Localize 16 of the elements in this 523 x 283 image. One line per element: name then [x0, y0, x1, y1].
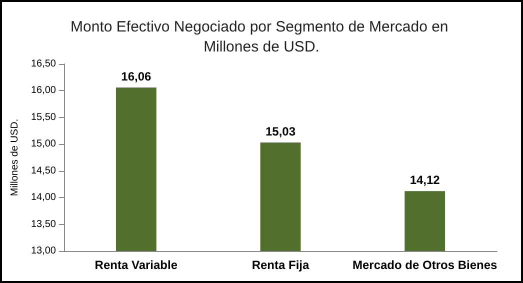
y-tick-label: 14,50 [30, 165, 56, 176]
data-label: 14,12 [410, 173, 440, 188]
y-tick-label: 16,00 [30, 85, 56, 96]
y-tick-label: 15,50 [30, 112, 56, 123]
x-tick-label: Mercado de Otros Bienes [352, 258, 498, 272]
data-label: 15,03 [265, 124, 296, 139]
x-tick-label: Renta Fija [252, 258, 310, 272]
y-tick-label: 13,00 [30, 246, 56, 256]
y-tick-label: 14,00 [30, 192, 56, 204]
y-tick-label: 13,50 [30, 218, 56, 230]
x-tick-label: Renta Variable [94, 258, 178, 272]
y-axis-title: Millones de USD. [10, 118, 21, 196]
y-tick-label: 15,00 [30, 138, 56, 150]
data-label: 16,06 [121, 70, 152, 84]
y-tick-label: 16,50 [30, 58, 56, 70]
chart-title: Monto Efectivo Negociado por Segmento de Mercado en Millones de USD. [70, 18, 452, 56]
